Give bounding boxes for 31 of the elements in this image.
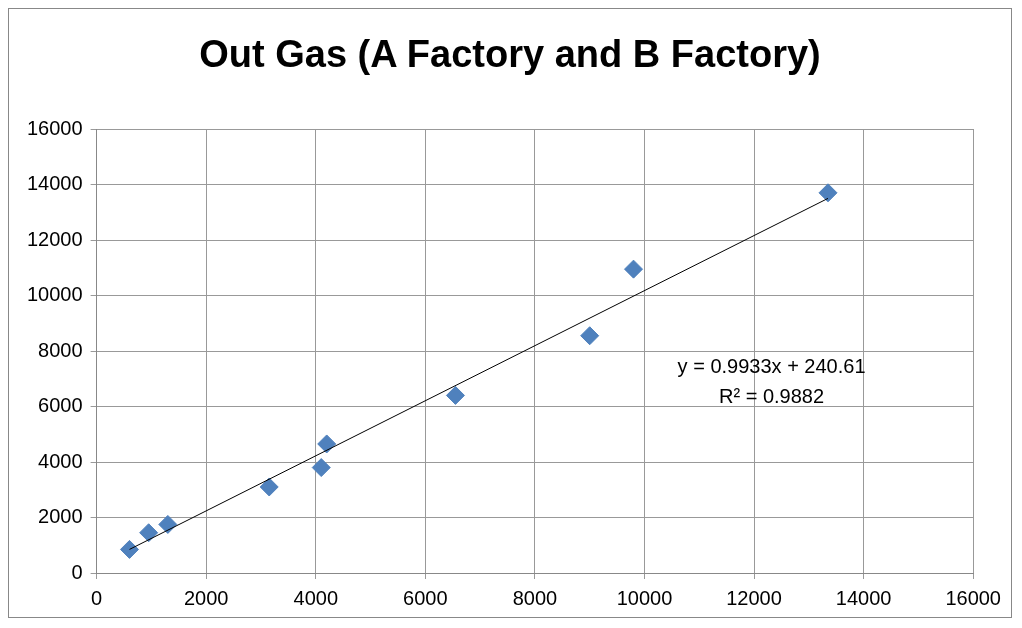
point (445, 385, 465, 405)
annotation: R² = 0.9882 (719, 385, 825, 408)
x-tick-label: 10000 (616, 586, 673, 609)
y-tick-label: 14000 (26, 172, 83, 195)
point (158, 514, 178, 534)
y-tick-label: 16000 (26, 116, 83, 139)
y-tick-label: 12000 (26, 227, 83, 250)
annotation: y = 0.9933x + 240.61 (677, 355, 866, 378)
point (624, 259, 644, 279)
x-tick-label: 4000 (293, 586, 339, 609)
x-tick-label: 14000 (835, 586, 892, 609)
y-tick-label: 2000 (38, 505, 83, 528)
x-tick-label: 12000 (726, 586, 782, 609)
x-tick-label: 6000 (403, 586, 448, 609)
point (139, 523, 159, 543)
point (317, 434, 337, 454)
point (119, 539, 139, 559)
point (311, 458, 331, 478)
point (259, 477, 279, 497)
chart-title: Out Gas (A Factory and B Factory) (198, 33, 822, 76)
y-tick-label: 10000 (26, 283, 83, 306)
x-tick-label: 2000 (183, 586, 229, 609)
y-tick-label: 8000 (38, 338, 83, 361)
x-tick-label: 16000 (945, 586, 1001, 609)
y-tick-label: 0 (71, 560, 83, 583)
point (818, 183, 838, 203)
y-tick-label: 6000 (38, 394, 83, 417)
y-tick-label: 4000 (38, 449, 83, 472)
x-tick-label: 8000 (512, 586, 558, 609)
x-tick-label: 0 (91, 586, 103, 609)
point (580, 326, 600, 346)
